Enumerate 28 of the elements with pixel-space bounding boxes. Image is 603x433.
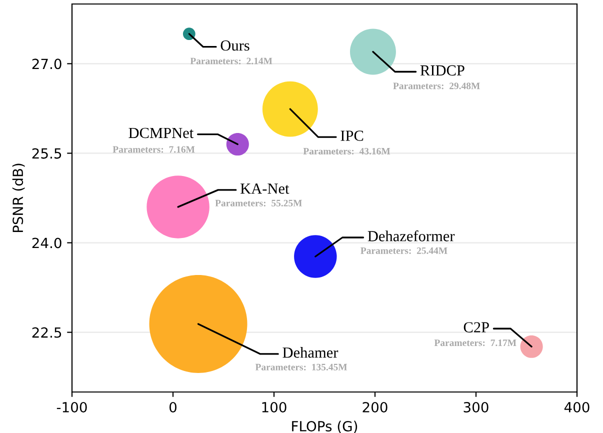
x-tick-label: 0 [169, 402, 176, 412]
annotation: Parameters: 135.45M [255, 364, 348, 370]
x-tick-label: -100 [56, 402, 87, 412]
annotation: Parameters: 7.17M [434, 340, 516, 346]
annotation: IPC [340, 130, 364, 141]
annotation: RIDCP [420, 65, 464, 76]
annotation: Parameters: 25.44M [360, 247, 448, 254]
x-tick-label: 300 [464, 402, 488, 412]
annotation: Parameters: 55.25M [215, 200, 302, 206]
annotation: Parameters: 29.48M [393, 82, 480, 90]
x-tick-label: 100 [262, 402, 286, 412]
annotation: Dehamer [282, 347, 338, 358]
x-tick-label: 400 [564, 402, 590, 412]
annotation: Parameters: 43.16M [303, 148, 390, 155]
y-tick-label: 24.0 [32, 238, 62, 248]
y-tick-label: 25.5 [32, 148, 62, 159]
x-tick-label: 200 [362, 402, 388, 412]
annotation: Dehazeformer [368, 230, 455, 242]
annotation: C2P [464, 322, 489, 332]
annotation: Ours [220, 40, 250, 51]
y-axis-title: PSNR (dB) [12, 164, 25, 232]
y-tick-label: 22.5 [32, 327, 62, 338]
annotation: DCMPNet [128, 128, 194, 138]
annotation: KA-Net [240, 184, 290, 194]
annotation: Parameters: 2.14M [190, 58, 272, 64]
y-tick-label: 27.0 [32, 58, 62, 70]
x-axis-title: FLOPs (G) [292, 420, 358, 433]
annotation: Parameters: 7.16M [112, 146, 195, 153]
